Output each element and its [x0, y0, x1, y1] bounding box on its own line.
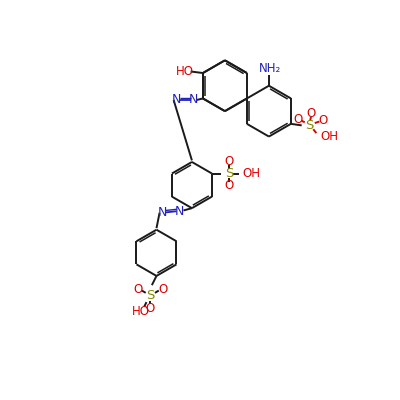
Text: O: O: [158, 283, 167, 296]
Text: HO: HO: [132, 305, 150, 318]
Text: S: S: [225, 167, 233, 180]
Text: OH: OH: [243, 167, 261, 180]
Text: S: S: [146, 290, 154, 302]
Text: O: O: [293, 113, 302, 126]
Text: O: O: [306, 106, 316, 120]
Text: O: O: [146, 302, 155, 315]
Text: HO: HO: [176, 65, 194, 78]
Text: O: O: [319, 114, 328, 127]
Text: O: O: [133, 283, 143, 296]
Text: O: O: [224, 156, 234, 168]
Text: N: N: [189, 94, 198, 106]
Text: N: N: [172, 94, 182, 106]
Text: OH: OH: [320, 130, 338, 143]
Text: NH₂: NH₂: [258, 62, 281, 75]
Text: S: S: [305, 119, 314, 132]
Text: N: N: [158, 206, 167, 219]
Text: N: N: [175, 205, 184, 218]
Text: O: O: [224, 178, 234, 192]
